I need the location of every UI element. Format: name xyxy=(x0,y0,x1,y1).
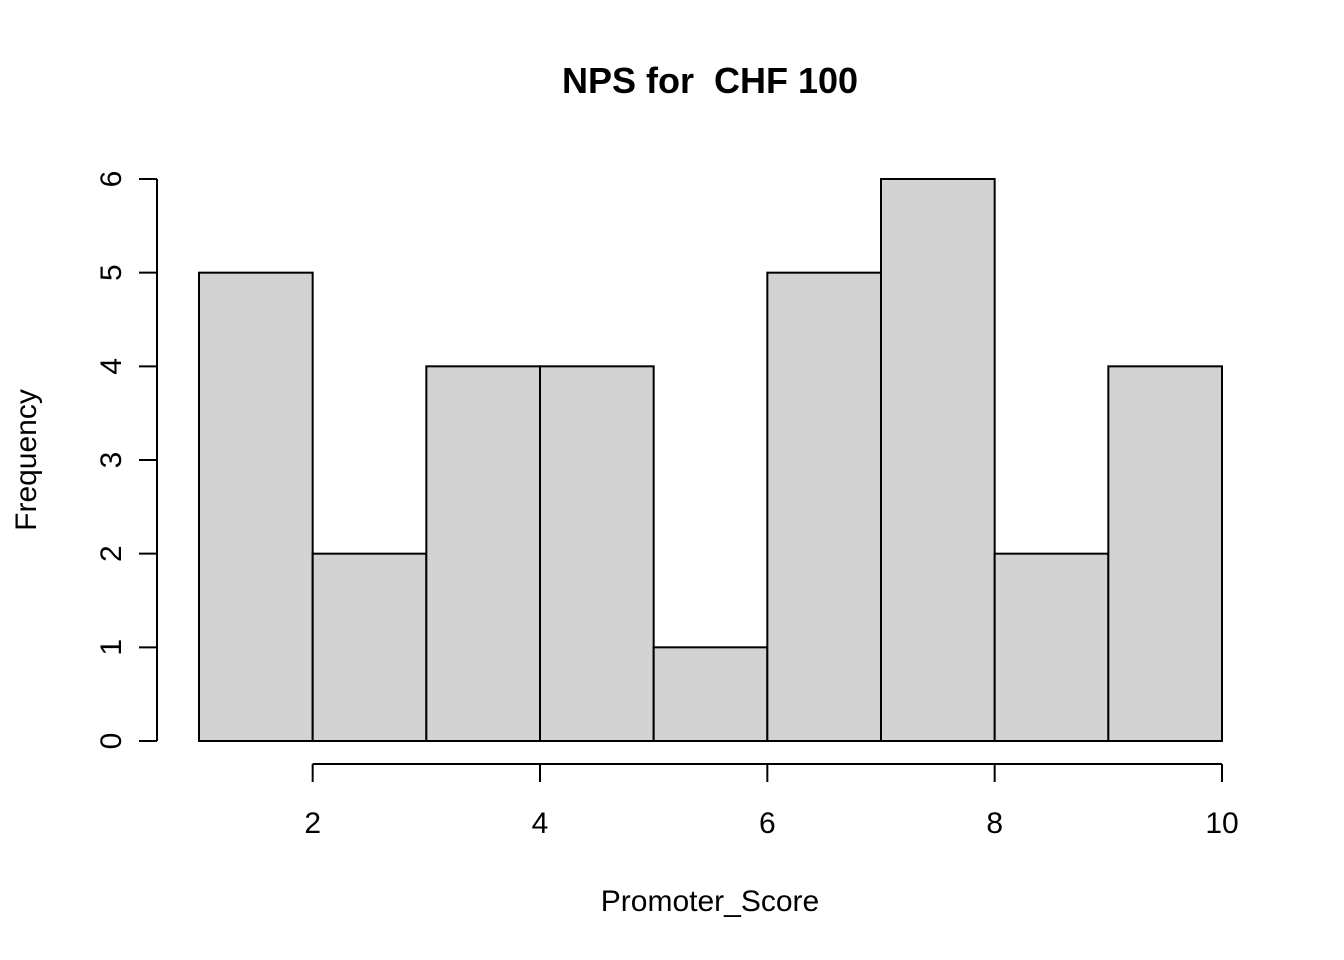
x-tick-label: 8 xyxy=(986,807,1003,840)
histogram-bar-8 xyxy=(993,552,1110,743)
histogram-bar-5 xyxy=(652,646,769,742)
histogram-bar-1 xyxy=(198,271,314,742)
histogram-bar-2 xyxy=(311,552,428,743)
y-tick-label: 0 xyxy=(95,733,128,750)
y-axis-label: Frequency xyxy=(10,389,43,531)
x-tick-label: 4 xyxy=(532,807,549,840)
y-tick-label: 6 xyxy=(95,171,128,188)
histogram-bar-4 xyxy=(539,365,655,742)
y-tick-label: 3 xyxy=(95,452,128,469)
y-tick-label: 4 xyxy=(95,358,128,375)
histogram-bar-3 xyxy=(425,365,542,742)
x-tick-label: 2 xyxy=(304,807,321,840)
histogram-bar-7 xyxy=(880,178,996,742)
histogram-bar-6 xyxy=(766,271,882,742)
x-axis: 2 4 6 8 10 xyxy=(304,763,1239,840)
x-tick-label: 6 xyxy=(759,807,776,840)
x-axis-label: Promoter_Score xyxy=(601,885,819,918)
bars-layer xyxy=(198,178,1224,743)
x-tick-label: 10 xyxy=(1205,807,1238,840)
y-tick-label: 5 xyxy=(95,264,128,281)
chart-title: NPS for CHF 100 xyxy=(562,60,858,101)
histogram-bar-9 xyxy=(1107,365,1224,742)
y-tick-label: 1 xyxy=(95,639,128,656)
y-tick-label: 2 xyxy=(95,545,128,562)
y-axis: 0 1 2 3 4 5 6 xyxy=(95,171,158,750)
